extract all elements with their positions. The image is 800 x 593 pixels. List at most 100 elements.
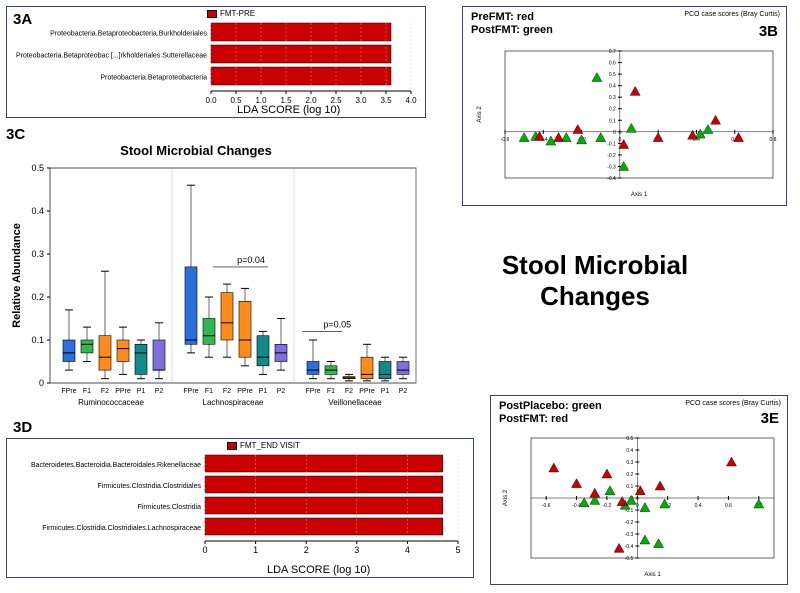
svg-text:0.2: 0.2: [609, 107, 616, 113]
svg-text:PPre: PPre: [115, 388, 131, 395]
svg-text:P2: P2: [155, 388, 164, 395]
svg-text:Proteobacteria.Betaproteobacte: Proteobacteria.Betaproteobacteria.Burkho…: [50, 31, 207, 38]
svg-text:-0.6: -0.6: [501, 137, 510, 143]
panel-label-3D: 3D: [13, 419, 32, 436]
chart-3E: -0.6-0.4-0.200.20.40.60.8-0.5-0.4-0.3-0.…: [497, 432, 782, 580]
svg-text:0.8: 0.8: [770, 137, 777, 143]
svg-text:Firmicutes.Clostridia.Clostrid: Firmicutes.Clostridia.Clostridiales: [98, 483, 202, 490]
svg-text:-0.4: -0.4: [625, 544, 634, 550]
svg-text:0: 0: [613, 130, 616, 136]
svg-text:2: 2: [304, 545, 309, 555]
svg-text:FPre: FPre: [61, 388, 76, 395]
svg-text:Relative Abundance: Relative Abundance: [11, 223, 23, 328]
svg-text:F1: F1: [205, 388, 213, 395]
svg-text:Axis 2: Axis 2: [503, 489, 509, 506]
svg-text:3: 3: [354, 545, 359, 555]
legend-3B-line1: PreFMT: red: [471, 11, 534, 23]
legend-3D: FMT_END VISIT: [227, 441, 300, 450]
svg-text:P1: P1: [259, 388, 268, 395]
legend-3E-line2: PostFMT: red: [499, 413, 568, 425]
svg-text:FPre: FPre: [305, 388, 320, 395]
panel-3C: 3C Stool Microbial Changes 00.10.20.30.4…: [6, 126, 426, 431]
svg-text:P1: P1: [381, 388, 390, 395]
svg-text:0.2: 0.2: [626, 472, 633, 478]
svg-text:Bacteroidetes.Bacteroidia.Bact: Bacteroidetes.Bacteroidia.Bacteroidales.…: [31, 462, 201, 469]
svg-text:0.6: 0.6: [725, 503, 732, 509]
panel-label-3E: 3E: [761, 410, 779, 427]
panel-3A: 3A FMT-PRE Proteobacteria.Betaproteobact…: [6, 6, 426, 118]
svg-text:5: 5: [455, 545, 460, 555]
xlabel-3D: LDA SCORE (log 10): [267, 564, 370, 576]
panel-3D: 3D FMT_END VISIT Bacteroidetes.Bacteroid…: [6, 438, 474, 578]
legend-3B-line2: PostFMT: green: [471, 24, 553, 36]
svg-text:Axis 2: Axis 2: [477, 106, 483, 123]
svg-text:F2: F2: [101, 388, 109, 395]
svg-text:0.1: 0.1: [31, 335, 44, 345]
svg-text:3.5: 3.5: [380, 96, 392, 103]
svg-text:Firmicutes.Clostridia.Clostrid: Firmicutes.Clostridia.Clostridiales.Lach…: [42, 525, 201, 532]
svg-text:0.6: 0.6: [609, 61, 616, 67]
legend-3E-line1: PostPlacebo: green: [499, 400, 602, 412]
svg-text:Ruminococcaceae: Ruminococcaceae: [78, 398, 144, 407]
svg-text:0.4: 0.4: [31, 206, 44, 216]
svg-text:1.5: 1.5: [280, 96, 292, 103]
svg-text:0.5: 0.5: [230, 96, 242, 103]
svg-text:1.0: 1.0: [255, 96, 267, 103]
chart-3D: Bacteroidetes.Bacteroidia.Bacteroidales.…: [10, 453, 470, 561]
svg-text:0: 0: [39, 378, 44, 388]
svg-text:Proteobacteria.Betaproteobacte: Proteobacteria.Betaproteobacteria: [100, 75, 207, 82]
svg-text:0.5: 0.5: [609, 72, 616, 78]
svg-text:0.3: 0.3: [609, 95, 616, 101]
panel-label-3B: 3B: [759, 23, 778, 40]
svg-text:p=0.05: p=0.05: [323, 319, 351, 329]
svg-text:PPre: PPre: [359, 388, 375, 395]
svg-text:-0.2: -0.2: [625, 520, 634, 526]
svg-text:0.7: 0.7: [609, 49, 616, 55]
svg-text:0: 0: [618, 137, 621, 143]
svg-text:0.3: 0.3: [31, 249, 44, 259]
svg-text:-0.6: -0.6: [542, 503, 551, 509]
svg-text:Veillonellaceae: Veillonellaceae: [328, 398, 382, 407]
svg-text:0.5: 0.5: [626, 436, 633, 442]
xlabel-3A: LDA SCORE (log 10): [237, 104, 340, 116]
svg-text:Axis 1: Axis 1: [644, 572, 661, 578]
svg-text:-0.1: -0.1: [607, 141, 616, 147]
svg-text:Proteobacteria.Betaproteobac [: Proteobacteria.Betaproteobac [...]rkhold…: [16, 53, 207, 60]
title-3E: PCO case scores (Bray Curtis): [685, 400, 781, 407]
svg-text:0.1: 0.1: [609, 118, 616, 124]
svg-text:3.0: 3.0: [355, 96, 367, 103]
legend-3A: FMT-PRE: [207, 9, 255, 18]
svg-text:0.1: 0.1: [626, 484, 633, 490]
panel-3B: 3B PCO case scores (Bray Curtis) PreFMT:…: [462, 6, 787, 206]
svg-text:-0.2: -0.2: [603, 503, 612, 509]
svg-text:4.0: 4.0: [405, 96, 417, 103]
svg-text:0.0: 0.0: [205, 96, 217, 103]
svg-text:P2: P2: [277, 388, 286, 395]
svg-text:F2: F2: [223, 388, 231, 395]
svg-text:F2: F2: [345, 388, 353, 395]
legend-3D-text: FMT_END VISIT: [240, 441, 300, 450]
svg-text:0.4: 0.4: [609, 84, 616, 90]
svg-text:-0.3: -0.3: [625, 532, 634, 538]
svg-text:PPre: PPre: [237, 388, 253, 395]
svg-text:2.5: 2.5: [330, 96, 342, 103]
svg-text:-0.3: -0.3: [607, 164, 616, 170]
svg-text:0: 0: [636, 503, 639, 509]
svg-text:Axis 1: Axis 1: [631, 192, 648, 198]
svg-text:0.4: 0.4: [626, 448, 633, 454]
chart-3B: -0.6-0.4-0.200.20.40.60.8-0.4-0.3-0.2-0.…: [471, 45, 781, 200]
svg-text:Firmicutes.Clostridia: Firmicutes.Clostridia: [138, 504, 202, 511]
chart-3A: Proteobacteria.Betaproteobacteria.Burkho…: [11, 21, 421, 103]
svg-text:0.5: 0.5: [31, 163, 44, 173]
svg-text:-0.4: -0.4: [607, 176, 616, 182]
svg-text:F1: F1: [327, 388, 335, 395]
legend-3B: PreFMT: red PostFMT: green: [471, 11, 553, 37]
svg-text:1: 1: [253, 545, 258, 555]
title-3B: PCO case scores (Bray Curtis): [684, 11, 780, 18]
svg-text:p=0.04: p=0.04: [237, 255, 265, 265]
svg-text:P1: P1: [137, 388, 146, 395]
svg-text:2.0: 2.0: [305, 96, 317, 103]
panel-label-3C: 3C: [6, 126, 25, 143]
svg-text:4: 4: [405, 545, 410, 555]
svg-text:0: 0: [202, 545, 207, 555]
